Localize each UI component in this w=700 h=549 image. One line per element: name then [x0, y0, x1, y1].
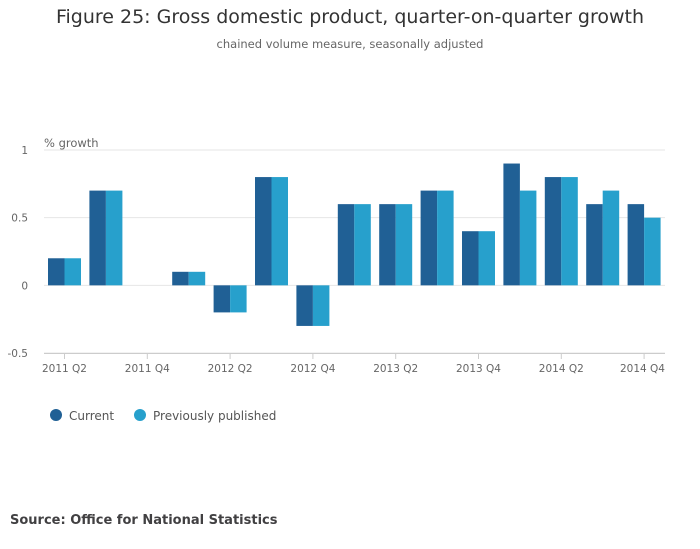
y-tick-label: -0.5 — [8, 348, 29, 360]
bar-current — [48, 258, 65, 286]
x-tick-label: 2012 Q4 — [290, 363, 335, 375]
x-tick-label: 2011 Q4 — [125, 363, 170, 375]
bar-current — [586, 204, 603, 286]
legend-label-current: Current — [69, 409, 114, 423]
y-axis-label: % growth — [44, 136, 99, 150]
x-tick-label: 2013 Q4 — [456, 363, 501, 375]
bar-previous — [478, 231, 495, 286]
bar-current — [172, 271, 189, 286]
bar-current — [503, 163, 520, 286]
y-tick-label: 0 — [21, 280, 28, 292]
bar-current — [255, 177, 272, 286]
bar-previous — [312, 285, 330, 326]
legend-label-previous: Previously published — [153, 409, 276, 423]
x-tick-label: 2012 Q2 — [208, 363, 253, 375]
x-tick-label: 2013 Q2 — [373, 363, 418, 375]
x-tick-label: 2011 Q2 — [42, 363, 87, 375]
bar-current — [462, 231, 479, 286]
bar-previous — [188, 271, 206, 286]
source-note: Source: Office for National Statistics — [10, 513, 278, 528]
bar-previous — [395, 204, 413, 286]
bar-previous — [271, 177, 288, 286]
bar-current — [627, 204, 645, 286]
bar-current — [379, 204, 396, 286]
x-tick-label: 2014 Q2 — [539, 363, 584, 375]
bar-current — [213, 285, 231, 313]
bar-current — [420, 190, 438, 286]
bar-previous — [519, 190, 537, 286]
y-tick-label: 0.5 — [11, 213, 28, 225]
bar-current — [337, 204, 355, 286]
bar-previous — [561, 177, 578, 286]
bar-previous — [230, 285, 247, 313]
legend-marker-current — [50, 409, 62, 421]
bar-previous — [64, 258, 81, 286]
chart-title: Figure 25: Gross domestic product, quart… — [55, 6, 645, 28]
y-tick-label: 1 — [21, 145, 28, 157]
bar-previous — [354, 204, 371, 286]
bar-previous — [105, 190, 123, 286]
bar-current — [296, 285, 313, 326]
bar-previous — [644, 217, 661, 286]
bar-previous — [602, 190, 620, 286]
bar-current — [89, 190, 106, 286]
bar-previous — [437, 190, 454, 286]
x-tick-label: 2014 Q4 — [620, 363, 665, 375]
bar-current — [544, 177, 562, 286]
chart-subtitle: chained volume measure, seasonally adjus… — [216, 37, 484, 51]
legend-marker-previous — [134, 409, 146, 421]
